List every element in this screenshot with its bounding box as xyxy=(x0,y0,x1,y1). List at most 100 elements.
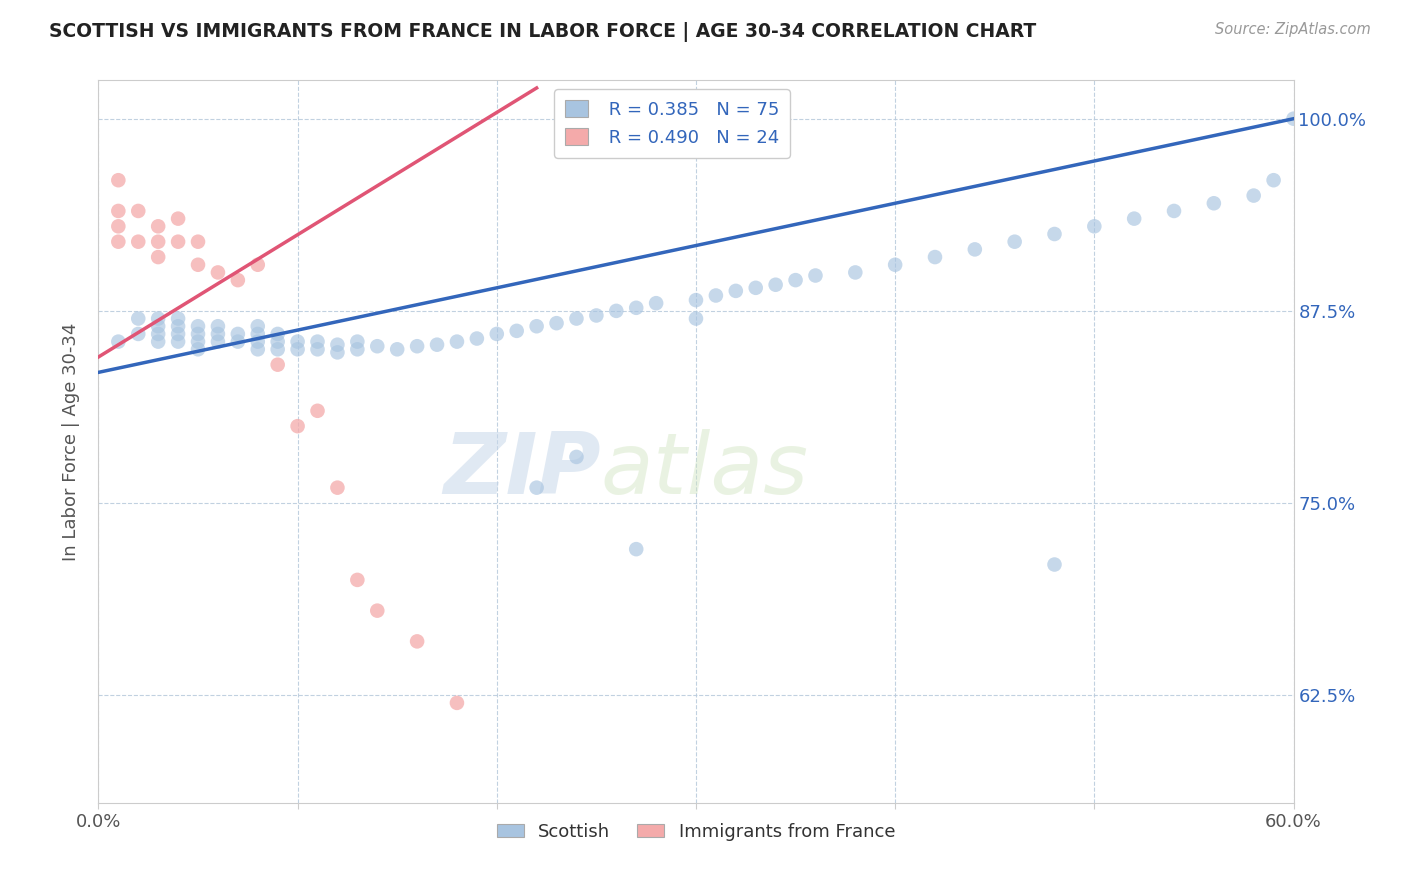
Point xyxy=(465,332,488,346)
Point xyxy=(724,284,747,298)
Point xyxy=(207,326,229,341)
Y-axis label: In Labor Force | Age 30-34: In Labor Force | Age 30-34 xyxy=(62,322,80,561)
Point xyxy=(546,316,568,330)
Point xyxy=(148,334,170,349)
Point xyxy=(346,343,368,357)
Point xyxy=(107,203,129,218)
Text: SCOTTISH VS IMMIGRANTS FROM FRANCE IN LABOR FORCE | AGE 30-34 CORRELATION CHART: SCOTTISH VS IMMIGRANTS FROM FRANCE IN LA… xyxy=(49,22,1036,42)
Point xyxy=(704,288,727,302)
Point xyxy=(287,343,309,357)
Point xyxy=(187,334,209,349)
Point xyxy=(446,334,468,349)
Point xyxy=(1163,203,1185,218)
Point xyxy=(1004,235,1026,249)
Point xyxy=(307,404,329,418)
Point xyxy=(167,319,190,334)
Point xyxy=(148,326,170,341)
Point xyxy=(626,542,648,557)
Point xyxy=(884,258,907,272)
Point xyxy=(187,326,209,341)
Point xyxy=(148,219,170,234)
Point xyxy=(326,481,349,495)
Point xyxy=(1282,112,1305,126)
Point xyxy=(267,358,290,372)
Point xyxy=(1043,558,1066,572)
Point xyxy=(107,173,129,187)
Point xyxy=(187,258,209,272)
Point xyxy=(107,219,129,234)
Point xyxy=(287,334,309,349)
Point xyxy=(645,296,668,310)
Point xyxy=(1083,219,1105,234)
Point xyxy=(148,319,170,334)
Point xyxy=(346,334,368,349)
Legend: Scottish, Immigrants from France: Scottish, Immigrants from France xyxy=(489,815,903,848)
Point xyxy=(963,243,986,257)
Point xyxy=(526,481,548,495)
Point xyxy=(406,339,429,353)
Point xyxy=(506,324,529,338)
Point xyxy=(167,326,190,341)
Point xyxy=(207,319,229,334)
Point xyxy=(366,339,388,353)
Point xyxy=(844,265,866,279)
Point xyxy=(326,345,349,359)
Point xyxy=(526,319,548,334)
Point xyxy=(167,311,190,326)
Point xyxy=(148,311,170,326)
Text: ZIP: ZIP xyxy=(443,429,600,512)
Point xyxy=(765,277,787,292)
Point xyxy=(785,273,807,287)
Point xyxy=(366,604,388,618)
Point xyxy=(287,419,309,434)
Point xyxy=(187,319,209,334)
Point xyxy=(326,337,349,351)
Point xyxy=(585,309,607,323)
Point xyxy=(685,311,707,326)
Point xyxy=(346,573,368,587)
Point xyxy=(565,311,588,326)
Point xyxy=(207,265,229,279)
Point xyxy=(148,250,170,264)
Point xyxy=(107,334,129,349)
Point xyxy=(107,235,129,249)
Point xyxy=(804,268,827,283)
Point xyxy=(267,326,290,341)
Point xyxy=(745,281,768,295)
Point xyxy=(426,337,449,351)
Point xyxy=(605,304,627,318)
Point xyxy=(127,326,149,341)
Point xyxy=(246,258,269,272)
Point xyxy=(127,235,149,249)
Point xyxy=(127,311,149,326)
Point xyxy=(246,343,269,357)
Point xyxy=(226,326,249,341)
Point xyxy=(148,235,170,249)
Point xyxy=(924,250,946,264)
Point xyxy=(385,343,409,357)
Point xyxy=(685,293,707,307)
Point xyxy=(167,235,190,249)
Point xyxy=(187,343,209,357)
Point xyxy=(1243,188,1265,202)
Text: atlas: atlas xyxy=(600,429,808,512)
Point xyxy=(246,319,269,334)
Point xyxy=(226,334,249,349)
Point xyxy=(167,211,190,226)
Point xyxy=(167,334,190,349)
Point xyxy=(1043,227,1066,241)
Text: Source: ZipAtlas.com: Source: ZipAtlas.com xyxy=(1215,22,1371,37)
Point xyxy=(1263,173,1285,187)
Point xyxy=(446,696,468,710)
Point xyxy=(267,334,290,349)
Point xyxy=(406,634,429,648)
Point xyxy=(207,334,229,349)
Point xyxy=(565,450,588,464)
Point xyxy=(267,343,290,357)
Point xyxy=(626,301,648,315)
Point xyxy=(246,334,269,349)
Point xyxy=(1202,196,1225,211)
Point xyxy=(307,343,329,357)
Point xyxy=(226,273,249,287)
Point xyxy=(127,203,149,218)
